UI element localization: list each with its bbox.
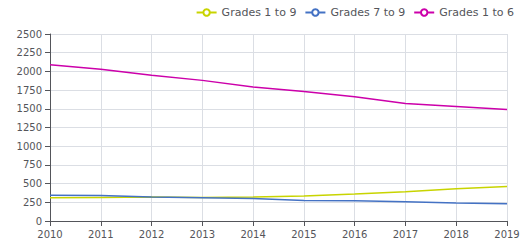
svg-text:2017: 2017: [393, 229, 418, 240]
svg-text:Grades 1 to 6: Grades 1 to 6: [439, 6, 514, 19]
svg-text:2014: 2014: [240, 229, 265, 240]
svg-text:Grades 1 to 9: Grades 1 to 9: [222, 6, 297, 19]
svg-text:2010: 2010: [37, 229, 62, 240]
svg-text:2015: 2015: [291, 229, 316, 240]
svg-text:2250: 2250: [17, 47, 42, 58]
svg-text:2019: 2019: [494, 229, 519, 240]
svg-text:2011: 2011: [88, 229, 113, 240]
svg-text:500: 500: [23, 178, 42, 189]
svg-text:Grades 7 to 9: Grades 7 to 9: [330, 6, 405, 19]
svg-text:750: 750: [23, 159, 42, 170]
svg-text:0: 0: [36, 216, 42, 227]
svg-text:2012: 2012: [139, 229, 164, 240]
svg-text:2018: 2018: [443, 229, 468, 240]
svg-text:1250: 1250: [17, 122, 42, 133]
svg-text:1000: 1000: [17, 141, 42, 152]
svg-text:2000: 2000: [17, 66, 42, 77]
svg-text:1500: 1500: [17, 103, 42, 114]
svg-text:2013: 2013: [190, 229, 215, 240]
svg-text:2500: 2500: [17, 29, 42, 40]
svg-text:1750: 1750: [17, 85, 42, 96]
svg-text:250: 250: [23, 197, 42, 208]
svg-text:2016: 2016: [342, 229, 367, 240]
